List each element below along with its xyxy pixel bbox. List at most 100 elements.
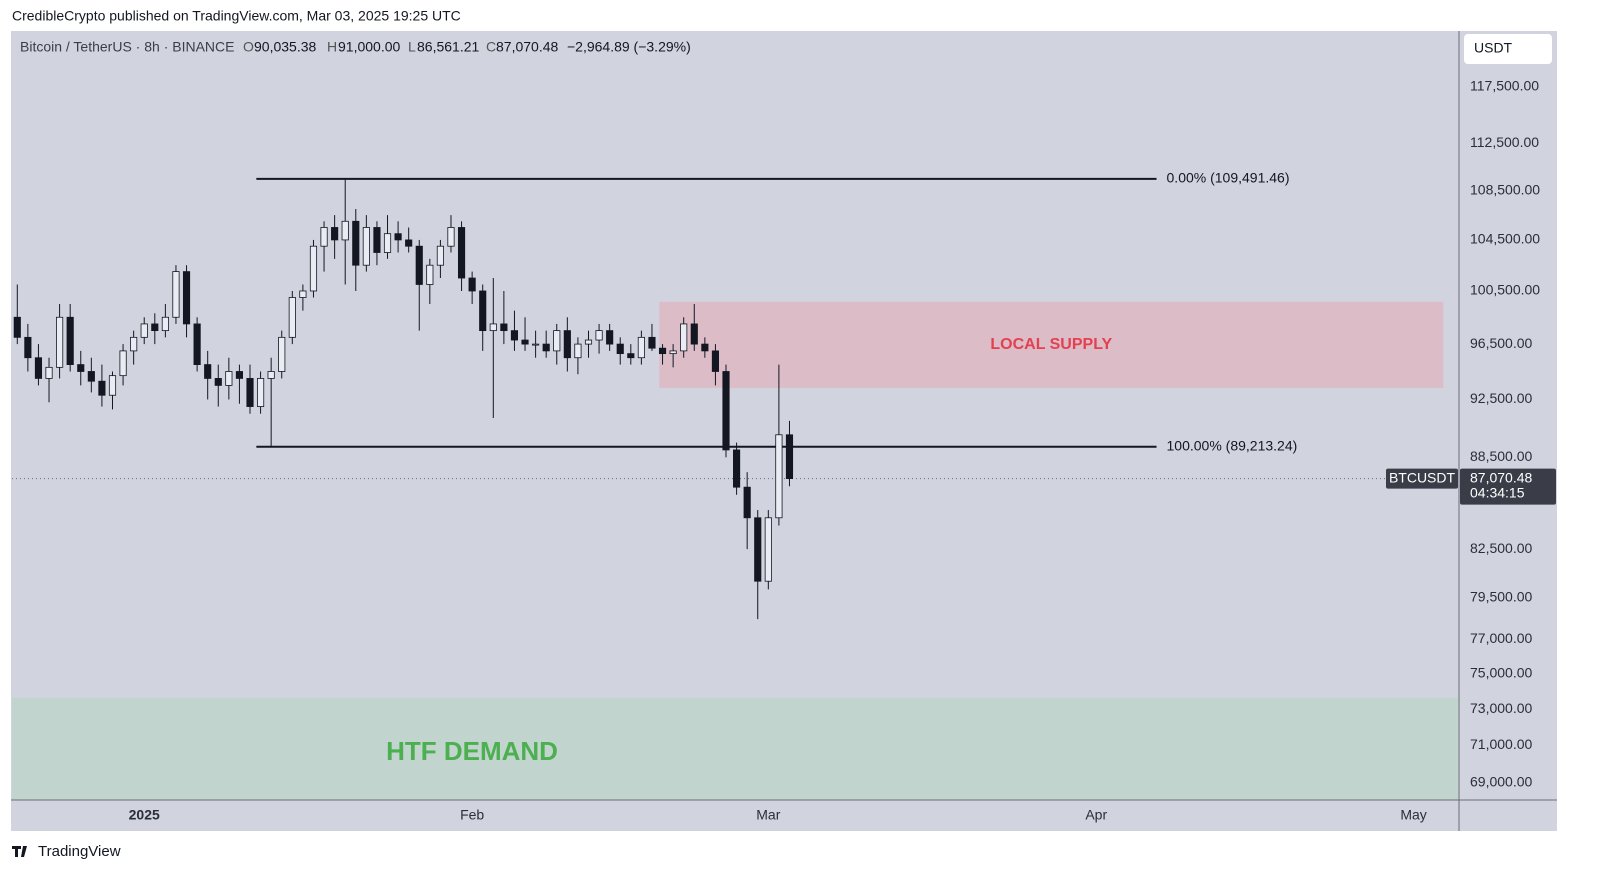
candle-body [447, 227, 455, 247]
candle-body [584, 339, 593, 345]
candle-body [193, 323, 201, 365]
candle-body [754, 517, 762, 582]
legend-bar: Bitcoin / TetherUS · 8h · BINANCE O 90,0… [20, 39, 691, 55]
candle-body [468, 277, 476, 292]
candle-body [278, 336, 286, 372]
candle-body [214, 378, 222, 386]
fib-label: 0.00% (109,491.46) [1167, 170, 1290, 186]
ohlc-value: 86,561.21 [417, 39, 479, 55]
candle-body [87, 371, 95, 382]
ohlc-value: 90,035.38 [254, 39, 316, 55]
brand: TradingView [12, 843, 121, 860]
candle-body [172, 271, 180, 318]
candle-body [267, 371, 275, 379]
y-tick-label: 117,500.00 [1470, 77, 1539, 93]
candle-body [98, 380, 106, 396]
y-tick-label: 92,500.00 [1470, 390, 1532, 406]
candle-body [13, 316, 21, 338]
y-tick-label: 108,500.00 [1470, 182, 1540, 198]
candle-body [309, 245, 318, 292]
candle-body [394, 233, 402, 241]
candle-body [383, 233, 392, 253]
symbol: Bitcoin / TetherUS · 8h · BINANCE [20, 39, 234, 55]
candle-body [56, 316, 64, 368]
currency-label[interactable]: USDT [1474, 40, 1513, 56]
candle-body [299, 290, 307, 298]
ohlc-key: H [327, 39, 337, 55]
zone-label: LOCAL SUPPLY [990, 336, 1112, 353]
candle-body [722, 371, 730, 451]
candle-body [669, 350, 677, 355]
candle-body [542, 343, 550, 352]
fib-label: 100.00% (89,213.24) [1167, 437, 1298, 453]
candle-body [616, 343, 624, 355]
y-tick-label: 73,000.00 [1470, 700, 1532, 716]
candle-body [182, 271, 191, 325]
y-tick-label: 104,500.00 [1470, 231, 1540, 247]
brand-name: TradingView [38, 843, 121, 860]
candle-body [151, 323, 159, 332]
zone-label: HTF DEMAND [386, 736, 558, 766]
candle-body [108, 375, 117, 396]
candle-body [637, 336, 645, 359]
candle-body [225, 371, 233, 386]
price-tag-bg [1460, 468, 1556, 505]
y-tick-label: 71,000.00 [1470, 736, 1532, 752]
candle-body [457, 227, 466, 279]
candle-body [733, 449, 741, 488]
ohlc-value: 91,000.00 [338, 39, 400, 55]
candle-body [510, 330, 519, 341]
y-tick-label: 69,000.00 [1470, 774, 1532, 790]
candle-body [119, 350, 127, 377]
candle-body [235, 371, 243, 379]
currency-button[interactable] [1464, 34, 1552, 64]
x-tick-label: May [1400, 807, 1426, 823]
zone [659, 301, 1444, 388]
candle-body [140, 323, 148, 338]
candle-body [690, 323, 698, 345]
y-tick-label: 82,500.00 [1470, 540, 1532, 556]
candle-body [764, 517, 772, 582]
candle-body [521, 339, 529, 345]
candle-body [658, 347, 667, 355]
candle-body [648, 336, 656, 349]
x-tick-label: 2025 [129, 807, 160, 823]
candle-body [320, 227, 328, 247]
publish-note: CredibleCrypto published on TradingView.… [12, 8, 461, 24]
y-tick-label: 77,000.00 [1470, 630, 1532, 646]
x-tick-label: Mar [756, 807, 780, 823]
ohlc-key: C [486, 39, 496, 55]
candle-body [606, 330, 614, 345]
y-tick-label: 100,500.00 [1470, 282, 1540, 298]
candle-body [257, 378, 265, 407]
candle-body [288, 297, 296, 338]
candle-body [743, 486, 751, 519]
candle-body [24, 336, 32, 359]
candle-body [373, 227, 381, 253]
candle-body [532, 343, 540, 346]
candle-body [479, 290, 487, 332]
candle-body [66, 316, 74, 365]
x-tick-label: Apr [1085, 807, 1107, 823]
candle-body [34, 357, 43, 379]
symbol-tag-bg [1386, 468, 1458, 489]
candle-body [426, 264, 434, 285]
candle-body [563, 330, 571, 359]
candle-body [352, 220, 360, 266]
candle-body [711, 350, 720, 372]
candle-body [45, 366, 53, 379]
candle-body [701, 343, 709, 352]
candle-body [362, 227, 370, 266]
candle-body [204, 364, 212, 379]
candle-body [500, 323, 508, 332]
candle-body [627, 353, 635, 359]
candle-body [775, 434, 783, 519]
candle-body [161, 316, 169, 332]
y-tick-label: 112,500.00 [1470, 134, 1539, 150]
candle-body [436, 245, 444, 266]
candle-body [331, 227, 339, 241]
y-tick-label: 79,500.00 [1470, 588, 1532, 604]
candle-body [341, 220, 349, 241]
chart-panel [11, 31, 1557, 831]
